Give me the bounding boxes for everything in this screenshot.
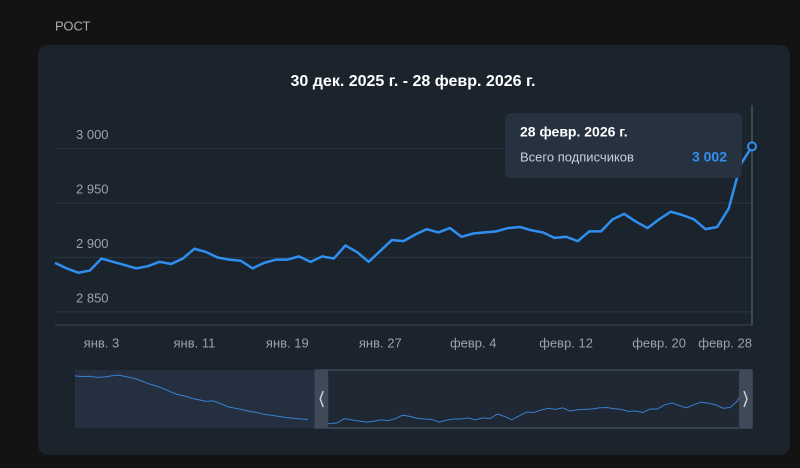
chart-title: 30 дек. 2025 г. - 28 февр. 2026 г. [291,73,536,90]
tooltip-title: 28 февр. 2026 г. [520,124,628,140]
x-tick-label: февр. 28 [698,335,752,350]
tooltip-label: Всего подписчиков [520,149,634,164]
x-tick-label: янв. 27 [359,335,402,350]
navigator[interactable] [74,369,753,429]
tooltip-box [505,113,742,178]
x-tick-label: янв. 19 [266,335,309,350]
overview-line [74,374,308,420]
overview-line [315,378,753,425]
handle-chevron [743,390,748,408]
y-tick-label: 3 000 [76,127,109,142]
window-handle-right[interactable] [739,370,752,428]
y-tick-label: 2 850 [76,290,109,305]
handle-chevron [319,390,324,408]
tooltip: 28 февр. 2026 г. Всего подписчиков 3 002 [505,113,742,178]
x-tick-label: янв. 3 [84,335,120,350]
x-tick-label: янв. 11 [173,335,215,350]
line-series [54,145,754,274]
tooltip-value: 3 002 [692,149,727,165]
y-tick-label: 2 900 [76,236,109,251]
x-tick-label: февр. 20 [632,335,686,350]
hover-point [747,141,757,152]
y-tick-label: 2 950 [76,181,109,196]
section-title: РОСТ [55,18,90,33]
x-tick-label: февр. 4 [450,335,497,350]
x-tick-label: февр. 12 [539,335,593,350]
window-handle-left[interactable] [315,370,329,428]
